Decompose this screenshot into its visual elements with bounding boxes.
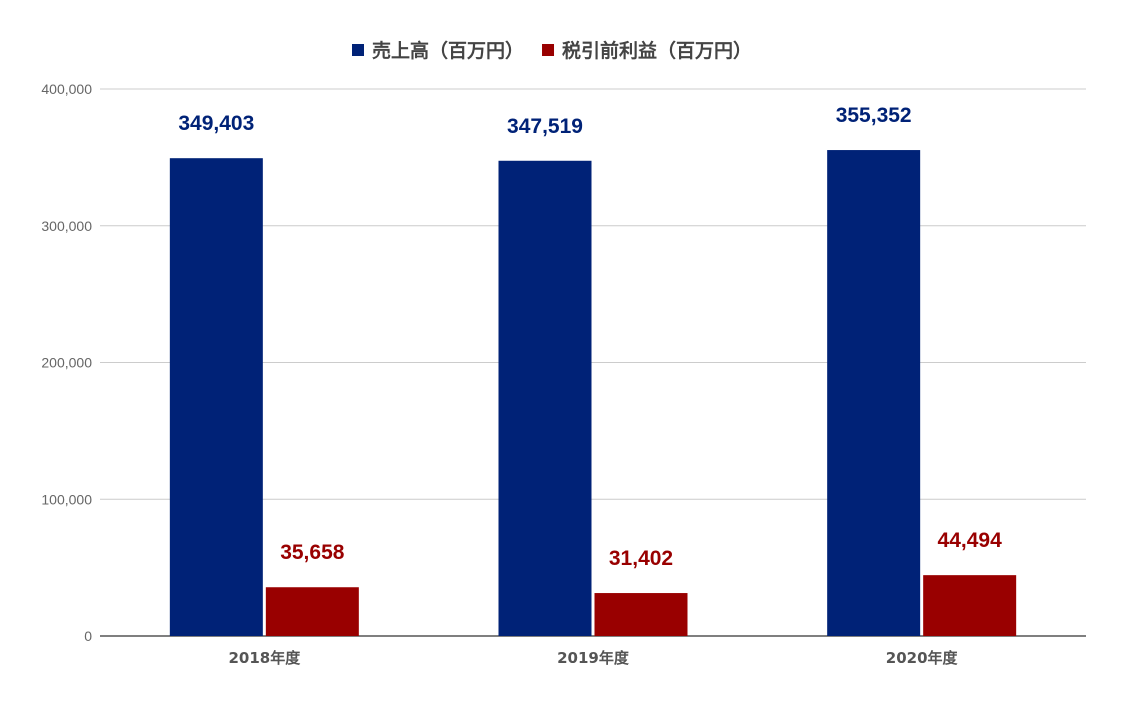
- data-label: 349,403: [178, 112, 254, 135]
- y-tick-label: 0: [84, 628, 92, 644]
- data-labels: 349,403 35,658 347,519 31,402 355,352 44,494: [178, 104, 1002, 570]
- legend-label: 税引前利益（百万円）: [562, 39, 752, 62]
- y-tick-label: 400,000: [41, 81, 92, 97]
- x-tick-label: 2019年度: [557, 649, 630, 667]
- data-label: 355,352: [836, 104, 912, 127]
- x-tick-label: 2020年度: [886, 649, 959, 667]
- y-axis: 0 100,000 200,000 300,000 400,000: [41, 81, 92, 644]
- bar-sales-1: [498, 160, 592, 636]
- legend-swatch: [542, 44, 555, 56]
- data-label: 347,519: [507, 115, 583, 138]
- legend-swatch: [352, 44, 364, 56]
- legend-item-sales: 売上高（百万円）: [352, 39, 524, 62]
- legend-label: 売上高（百万円）: [372, 39, 524, 62]
- x-axis: 2018年度 2019年度 2020年度: [228, 649, 958, 667]
- data-label: 31,402: [609, 547, 673, 570]
- bar-pretax-profit-1: [594, 593, 688, 636]
- bar-sales-2: [827, 150, 921, 636]
- x-tick-label: 2018年度: [228, 649, 301, 667]
- bar-pretax-profit-0: [265, 587, 359, 636]
- bar-sales-0: [169, 158, 263, 636]
- gridlines: [100, 88, 1086, 637]
- y-tick-label: 200,000: [41, 355, 92, 371]
- legend: 売上高（百万円） 税引前利益（百万円）: [352, 39, 752, 62]
- data-label: 44,494: [938, 529, 1003, 552]
- legend-item-pretax-profit: 税引前利益（百万円）: [542, 39, 752, 62]
- y-tick-label: 100,000: [41, 491, 92, 507]
- y-tick-label: 300,000: [41, 218, 92, 234]
- bars: [169, 150, 1017, 636]
- data-label: 35,658: [280, 541, 345, 564]
- bar-pretax-profit-2: [923, 575, 1017, 636]
